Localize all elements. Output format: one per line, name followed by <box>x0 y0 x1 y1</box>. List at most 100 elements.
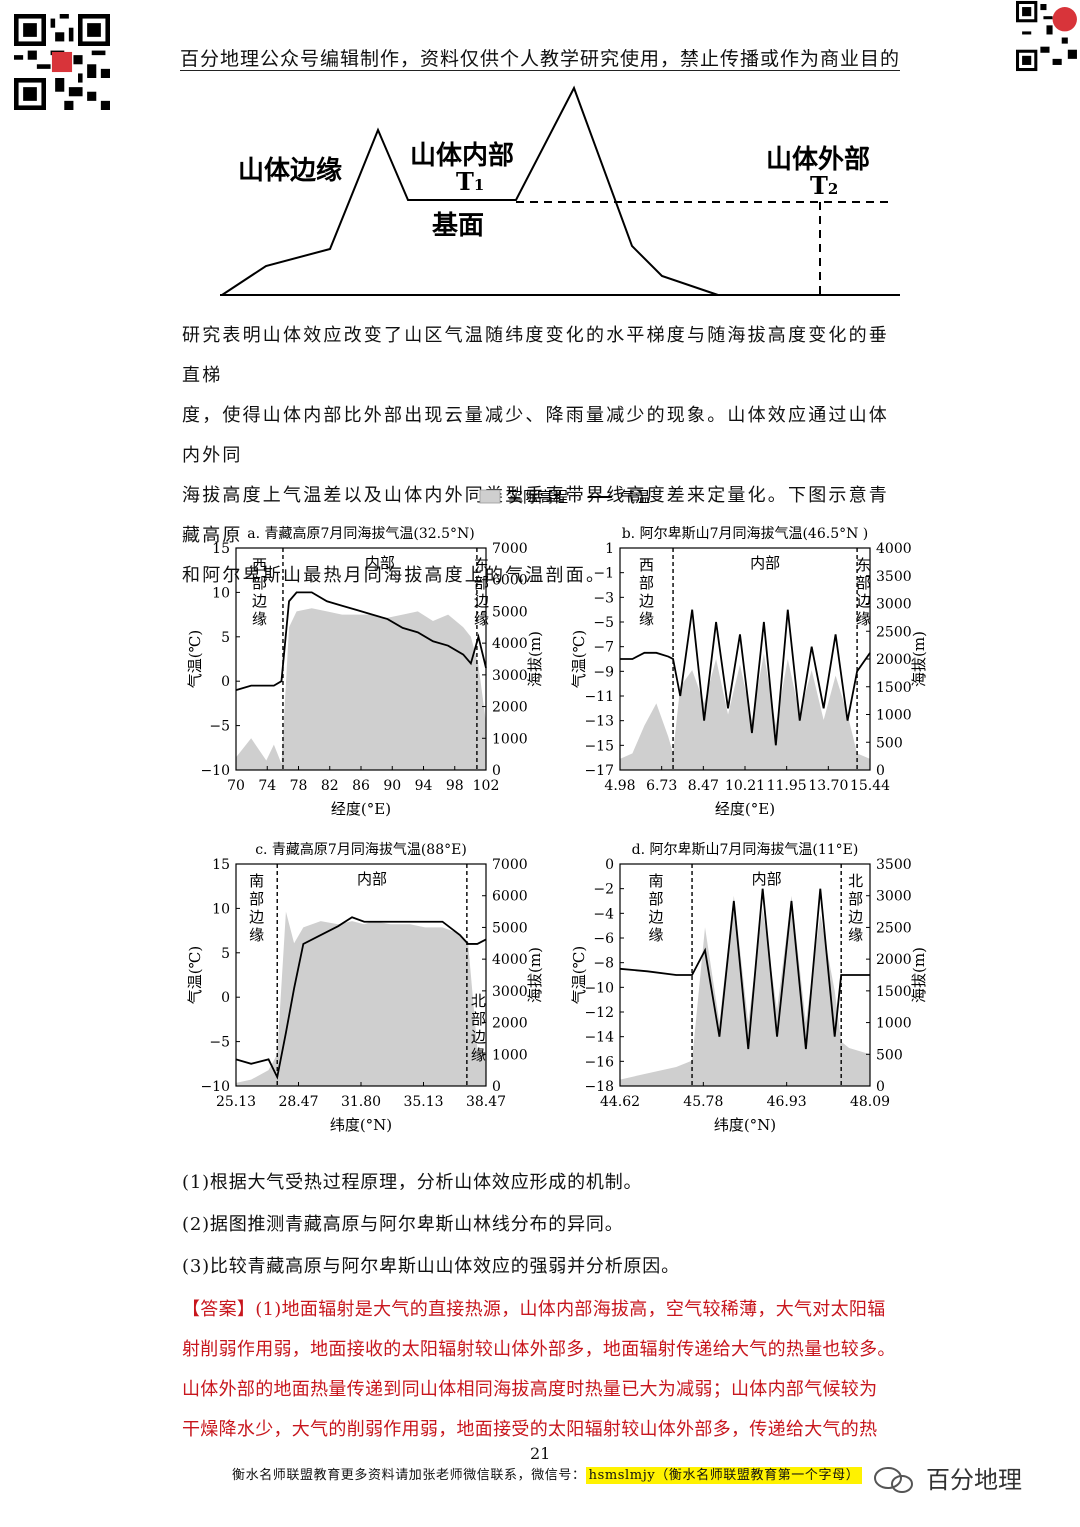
page-number: 21 <box>530 1444 551 1463</box>
y-right-tick-label: 500 <box>876 1047 903 1063</box>
y-left-tick-label: −12 <box>584 1005 614 1021</box>
y-left-tick-label: −8 <box>593 956 614 972</box>
y-right-tick-label: 2500 <box>876 920 912 936</box>
x-axis-label: 纬度(°N) <box>330 1116 392 1134</box>
x-tick-label: 102 <box>473 778 500 794</box>
temperature-line <box>235 591 487 691</box>
zone-label-left: 南部边缘 <box>249 872 264 944</box>
wechat-icon <box>874 1467 913 1493</box>
x-tick-label: 11.95 <box>767 778 807 794</box>
label-t2: T2 <box>810 171 838 200</box>
y-left-axis-label: 气温(℃) <box>570 946 588 1004</box>
y-left-axis-label: 气温(℃) <box>186 946 204 1004</box>
label-t1: T1 <box>456 167 484 196</box>
intro-line: 和阿尔卑斯山最热月同海拔高度上的气温剖面。 <box>182 565 607 586</box>
x-tick-label: 10.21 <box>725 778 765 794</box>
zone-label-right: 北部边缘 <box>848 872 863 944</box>
y-right-tick-label: 3500 <box>876 569 912 585</box>
y-right-tick-label: 1000 <box>492 731 528 747</box>
legend-elev-label: 实际高程 <box>508 488 568 506</box>
y-left-tick-label: −16 <box>584 1054 614 1070</box>
x-tick-label: 25.13 <box>216 1094 256 1110</box>
label-base: 基面 <box>432 211 484 241</box>
y-right-tick-label: 5000 <box>492 920 528 936</box>
y-right-tick-label: 0 <box>492 1079 501 1095</box>
x-tick-label: 28.47 <box>278 1094 318 1110</box>
y-right-tick-label: 1000 <box>876 708 912 724</box>
chart-panel: c. 青藏高原7月同海拔气温(88°E) 15 10 5 0 −5 −10 7000 6000 5… <box>186 841 544 1134</box>
chart-title: c. 青藏高原7月同海拔气温(88°E) <box>255 841 467 858</box>
y-left-tick-label: −9 <box>593 664 614 680</box>
y-left-tick-label: −7 <box>593 640 614 656</box>
label-mountain-inner: 山体内部 <box>410 141 514 171</box>
y-right-tick-label: 4000 <box>492 636 528 652</box>
y-left-tick-label: −1 <box>593 566 614 582</box>
y-right-tick-label: 0 <box>876 763 885 779</box>
page-footer: 衡水名师联盟教育更多资料请加张老师微信联系，微信号： hsmslmjy（衡水名师联… <box>232 1464 863 1484</box>
y-right-axis-label: 海拔(m) <box>526 947 544 1003</box>
temperature-profile-figure: 实际高程 气温 a. 青藏高原7月同海拔气温(32.5°N)151050−5−1… <box>186 488 928 1134</box>
x-tick-label: 8.47 <box>688 778 719 794</box>
qr-code-right <box>1016 0 1080 72</box>
elevation-area <box>236 911 486 1086</box>
y-left-tick-label: 1 <box>605 541 614 557</box>
y-left-tick-label: 0 <box>221 990 230 1006</box>
y-right-tick-label: 1000 <box>876 1016 912 1032</box>
logo-text: 百分地理 <box>926 1466 1022 1494</box>
temperature-line <box>619 888 870 1050</box>
y-left-tick-label: −2 <box>593 882 614 898</box>
x-tick-label: 31.80 <box>341 1094 381 1110</box>
x-tick-label: 4.98 <box>604 778 635 794</box>
y-right-tick-label: 3000 <box>876 597 912 613</box>
footer-text: 衡水名师联盟教育更多资料请加张老师微信联系，微信号： <box>232 1468 586 1483</box>
y-left-tick-label: −5 <box>593 615 614 631</box>
y-right-tick-label: 1500 <box>876 984 912 1000</box>
zone-label-inner: 内部 <box>750 554 780 572</box>
intro-line: 研究表明山体效应改变了山区气温随纬度变化的水平梯度与随海拔高度变化的垂直梯 <box>182 325 889 386</box>
intro-line: 海拔高度上气温差以及山体内外同类型垂直带界线高度差来定量化。下图示意青藏高原 <box>182 485 889 546</box>
label-mountain-edge: 山体边缘 <box>238 156 342 186</box>
zone-label-right: 北部边缘 <box>471 992 486 1064</box>
question-1: (1)根据大气受热过程原理，分析山体效应形成的机制。 <box>182 1172 643 1193</box>
y-right-tick-label: 5000 <box>492 604 528 620</box>
y-left-tick-label: −13 <box>584 714 614 730</box>
zone-label-inner: 内部 <box>752 870 782 888</box>
x-tick-label: 45.78 <box>683 1094 723 1110</box>
y-left-axis-label: 气温(℃) <box>186 630 204 688</box>
plot-frame <box>619 863 871 1087</box>
answer-block: 【答案】(1)地面辐射是大气的直接热源，山体内部海拔高，空气较稀薄，大气对太阳辐… <box>182 1290 902 1450</box>
chart-panel: b. 阿尔卑斯山7月同海拔气温(46.5°N ) 1 −1 −3 −5 −7 −9 −11 −1… <box>570 525 928 818</box>
y-right-axis-label: 海拔(m) <box>910 947 928 1003</box>
qr-code-left <box>14 14 110 110</box>
zone-label-inner: 内部 <box>365 554 395 572</box>
mountain-effect-diagram: 山体边缘 山体内部 T1 基面 山体外部 T2 <box>220 85 900 296</box>
chart-panel: a. 青藏高原7月同海拔气温(32.5°N) 15 10 5 0 −5 −10 7000 600… <box>186 525 544 818</box>
header-divider <box>180 70 900 71</box>
question-3: (3)比较青藏高原与阿尔卑斯山山体效应的强弱并分析原因。 <box>182 1256 680 1277</box>
y-left-tick-label: 0 <box>605 857 614 873</box>
x-tick-label: 15.44 <box>850 778 890 794</box>
y-right-tick-label: 6000 <box>492 573 528 589</box>
figure-legend: 实际高程 气温 <box>479 488 650 506</box>
y-left-tick-label: −5 <box>209 719 230 735</box>
y-right-tick-label: 2000 <box>876 652 912 668</box>
footer-wechat-id: hsmslmjy（衡水名师联盟教育第一个字母） <box>585 1467 863 1484</box>
y-right-tick-label: 4000 <box>876 541 912 557</box>
x-tick-label: 38.47 <box>466 1094 506 1110</box>
y-left-tick-label: −10 <box>200 763 230 779</box>
y-left-tick-label: −10 <box>584 980 614 996</box>
temperature-line <box>235 916 487 1080</box>
x-tick-label: 82 <box>321 778 339 794</box>
question-2: (2)据图推测青藏高原与阿尔卑斯山林线分布的异同。 <box>182 1214 624 1235</box>
temperature-line <box>620 609 871 746</box>
x-tick-label: 44.62 <box>600 1094 640 1110</box>
y-left-tick-label: −6 <box>593 931 614 947</box>
wechat-logo: 百分地理 <box>874 1466 1022 1494</box>
chart-title: b. 阿尔卑斯山7月同海拔气温(46.5°N ) <box>622 525 869 542</box>
y-right-axis-label: 海拔(m) <box>526 631 544 687</box>
y-left-tick-label: −11 <box>584 689 614 705</box>
y-left-tick-label: 15 <box>212 857 230 873</box>
y-right-tick-label: 2000 <box>492 700 528 716</box>
x-tick-label: 74 <box>258 778 276 794</box>
zone-label-left: 西部边缘 <box>639 556 654 628</box>
